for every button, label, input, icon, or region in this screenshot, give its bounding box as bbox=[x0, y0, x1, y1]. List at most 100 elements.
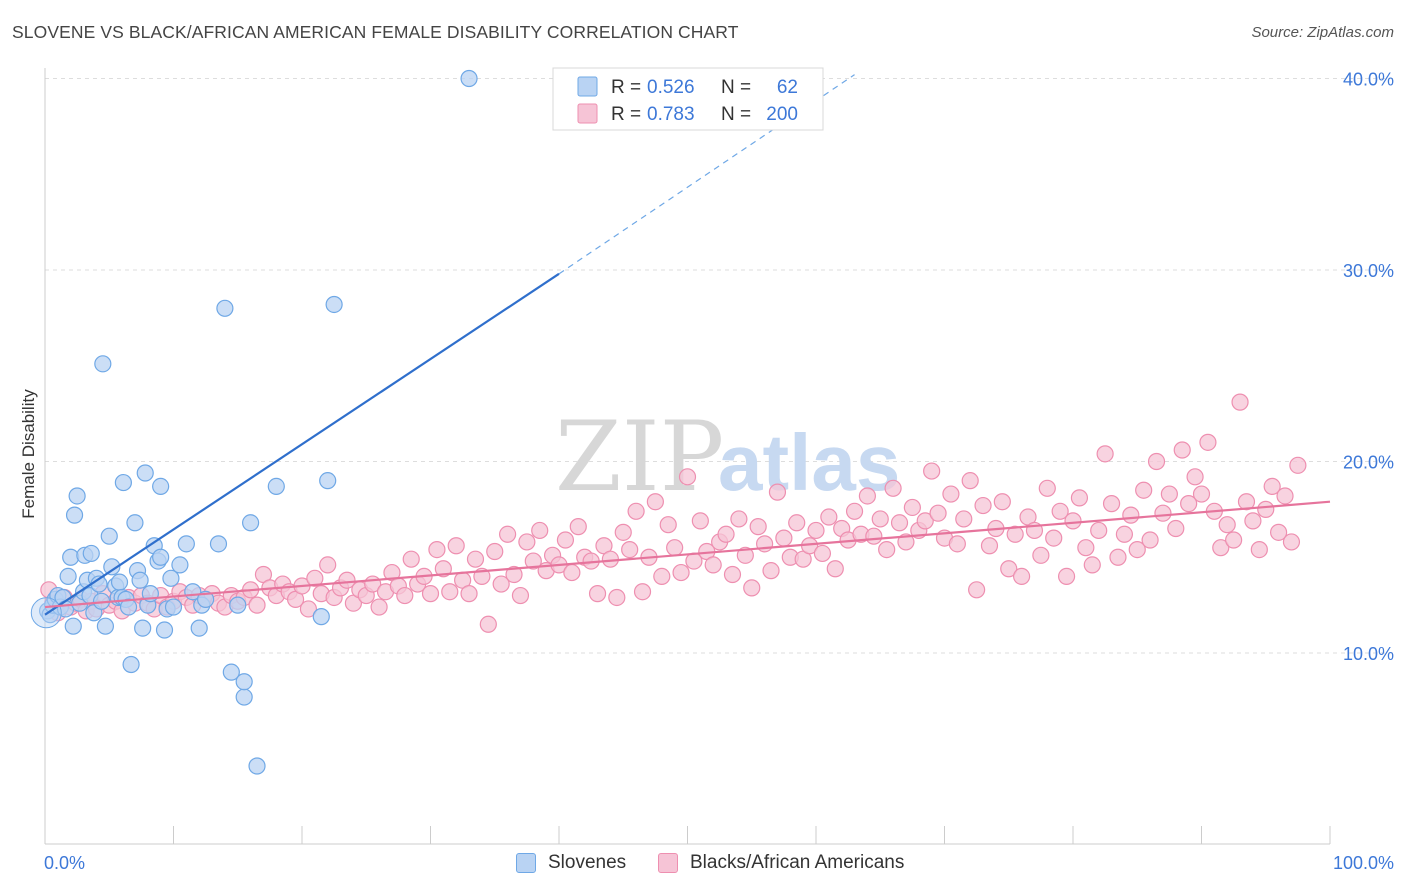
legend-top: R = 0.526 N = 62 R = 0.783 N = 200 bbox=[552, 67, 824, 131]
point-blacks bbox=[1051, 502, 1069, 520]
point-slovenes bbox=[126, 514, 144, 532]
point-blacks bbox=[775, 529, 793, 547]
point-blacks bbox=[768, 483, 787, 501]
point-blacks bbox=[614, 523, 632, 541]
y-tick-label: 40.0% bbox=[1343, 70, 1394, 90]
point-slovenes bbox=[325, 295, 343, 314]
point-slovenes bbox=[209, 535, 228, 553]
axes bbox=[44, 68, 1331, 845]
point-blacks bbox=[1038, 479, 1056, 497]
y-axis-label: Female Disability bbox=[19, 389, 38, 519]
point-blacks bbox=[1244, 512, 1262, 530]
x-tick-label-min: 0.0% bbox=[44, 853, 85, 873]
point-blacks bbox=[691, 512, 709, 530]
y-tick-label: 30.0% bbox=[1343, 261, 1394, 281]
point-blacks bbox=[447, 537, 465, 555]
point-blacks bbox=[890, 514, 909, 532]
point-blacks bbox=[858, 487, 877, 505]
point-blacks bbox=[1090, 521, 1108, 540]
legend-r-label-1: R = bbox=[611, 77, 641, 98]
point-blacks bbox=[434, 560, 452, 578]
point-blacks bbox=[1186, 468, 1204, 486]
point-blacks bbox=[762, 562, 780, 580]
point-blacks bbox=[929, 504, 947, 522]
point-slovenes bbox=[110, 573, 129, 591]
point-blacks bbox=[666, 539, 684, 557]
point-slovenes bbox=[122, 655, 140, 674]
legend-n-label-1: N = bbox=[721, 77, 751, 98]
point-blacks bbox=[556, 531, 575, 549]
point-blacks bbox=[1032, 546, 1050, 564]
point-slovenes bbox=[96, 617, 114, 635]
point-blacks bbox=[1180, 495, 1198, 513]
point-blacks bbox=[871, 510, 889, 528]
point-blacks bbox=[730, 510, 748, 528]
y-tick-label: 10.0% bbox=[1343, 644, 1394, 664]
point-blacks bbox=[968, 581, 986, 599]
point-blacks bbox=[826, 560, 844, 578]
point-slovenes bbox=[235, 673, 253, 691]
legend-item-blacks: Blacks/African Americans bbox=[658, 852, 904, 874]
point-blacks bbox=[396, 586, 414, 605]
point-blacks bbox=[788, 514, 806, 532]
point-blacks bbox=[646, 493, 664, 511]
trendlines bbox=[44, 74, 1331, 616]
point-slovenes bbox=[177, 535, 195, 553]
trendline-slovenes bbox=[44, 272, 560, 616]
point-slovenes bbox=[152, 548, 170, 566]
point-blacks bbox=[1237, 493, 1256, 511]
legend-n-value-2: 200 bbox=[766, 104, 798, 125]
legend-r-value-2: 0.783 bbox=[647, 104, 695, 125]
point-blacks bbox=[1199, 433, 1217, 451]
point-blacks bbox=[955, 510, 973, 528]
point-blacks bbox=[1192, 485, 1211, 503]
point-blacks bbox=[1064, 512, 1082, 530]
point-blacks bbox=[627, 502, 645, 520]
legend-swatch-slovenes-bottom bbox=[516, 853, 536, 873]
point-blacks bbox=[524, 552, 542, 570]
point-blacks bbox=[370, 598, 388, 616]
watermark: ZIP atlas bbox=[555, 401, 900, 513]
point-blacks bbox=[1109, 548, 1127, 566]
point-blacks bbox=[974, 496, 992, 515]
point-blacks bbox=[633, 583, 652, 601]
point-slovenes bbox=[242, 514, 260, 532]
point-blacks bbox=[248, 596, 266, 614]
point-blacks bbox=[704, 556, 722, 574]
point-blacks bbox=[813, 544, 832, 563]
point-blacks bbox=[1160, 485, 1178, 503]
legend-r-label-2: R = bbox=[611, 104, 641, 125]
x-tick-label-max: 100.0% bbox=[1333, 853, 1394, 873]
point-slovenes bbox=[68, 487, 86, 505]
legend-swatch-blacks-bottom bbox=[658, 853, 678, 873]
point-blacks bbox=[466, 550, 485, 568]
legend-swatch-blacks bbox=[577, 103, 598, 124]
point-blacks bbox=[948, 535, 966, 553]
point-blacks bbox=[659, 516, 677, 534]
point-slovenes bbox=[171, 556, 189, 574]
point-blacks bbox=[486, 542, 504, 561]
point-blacks bbox=[1212, 539, 1230, 557]
point-blacks bbox=[1225, 531, 1243, 549]
point-blacks bbox=[653, 567, 671, 586]
point-blacks bbox=[1083, 556, 1101, 574]
chart-title: SLOVENE VS BLACK/AFRICAN AMERICAN FEMALE… bbox=[12, 22, 739, 42]
point-blacks bbox=[1250, 540, 1268, 559]
point-blacks bbox=[916, 512, 934, 530]
point-blacks bbox=[717, 525, 735, 543]
legend-swatch-slovenes bbox=[577, 76, 598, 97]
point-blacks bbox=[1077, 539, 1095, 557]
y-tick-label: 20.0% bbox=[1343, 453, 1394, 473]
point-slovenes bbox=[312, 608, 330, 626]
point-blacks bbox=[884, 479, 902, 497]
point-blacks bbox=[621, 540, 639, 559]
point-blacks bbox=[569, 518, 587, 536]
point-blacks bbox=[588, 585, 607, 603]
point-blacks bbox=[1057, 567, 1076, 586]
point-blacks bbox=[1147, 452, 1166, 471]
point-blacks bbox=[505, 565, 523, 584]
point-blacks bbox=[402, 550, 420, 568]
point-blacks bbox=[518, 533, 536, 551]
point-blacks bbox=[1000, 560, 1018, 578]
legend-item-slovenes: Slovenes bbox=[516, 852, 626, 874]
